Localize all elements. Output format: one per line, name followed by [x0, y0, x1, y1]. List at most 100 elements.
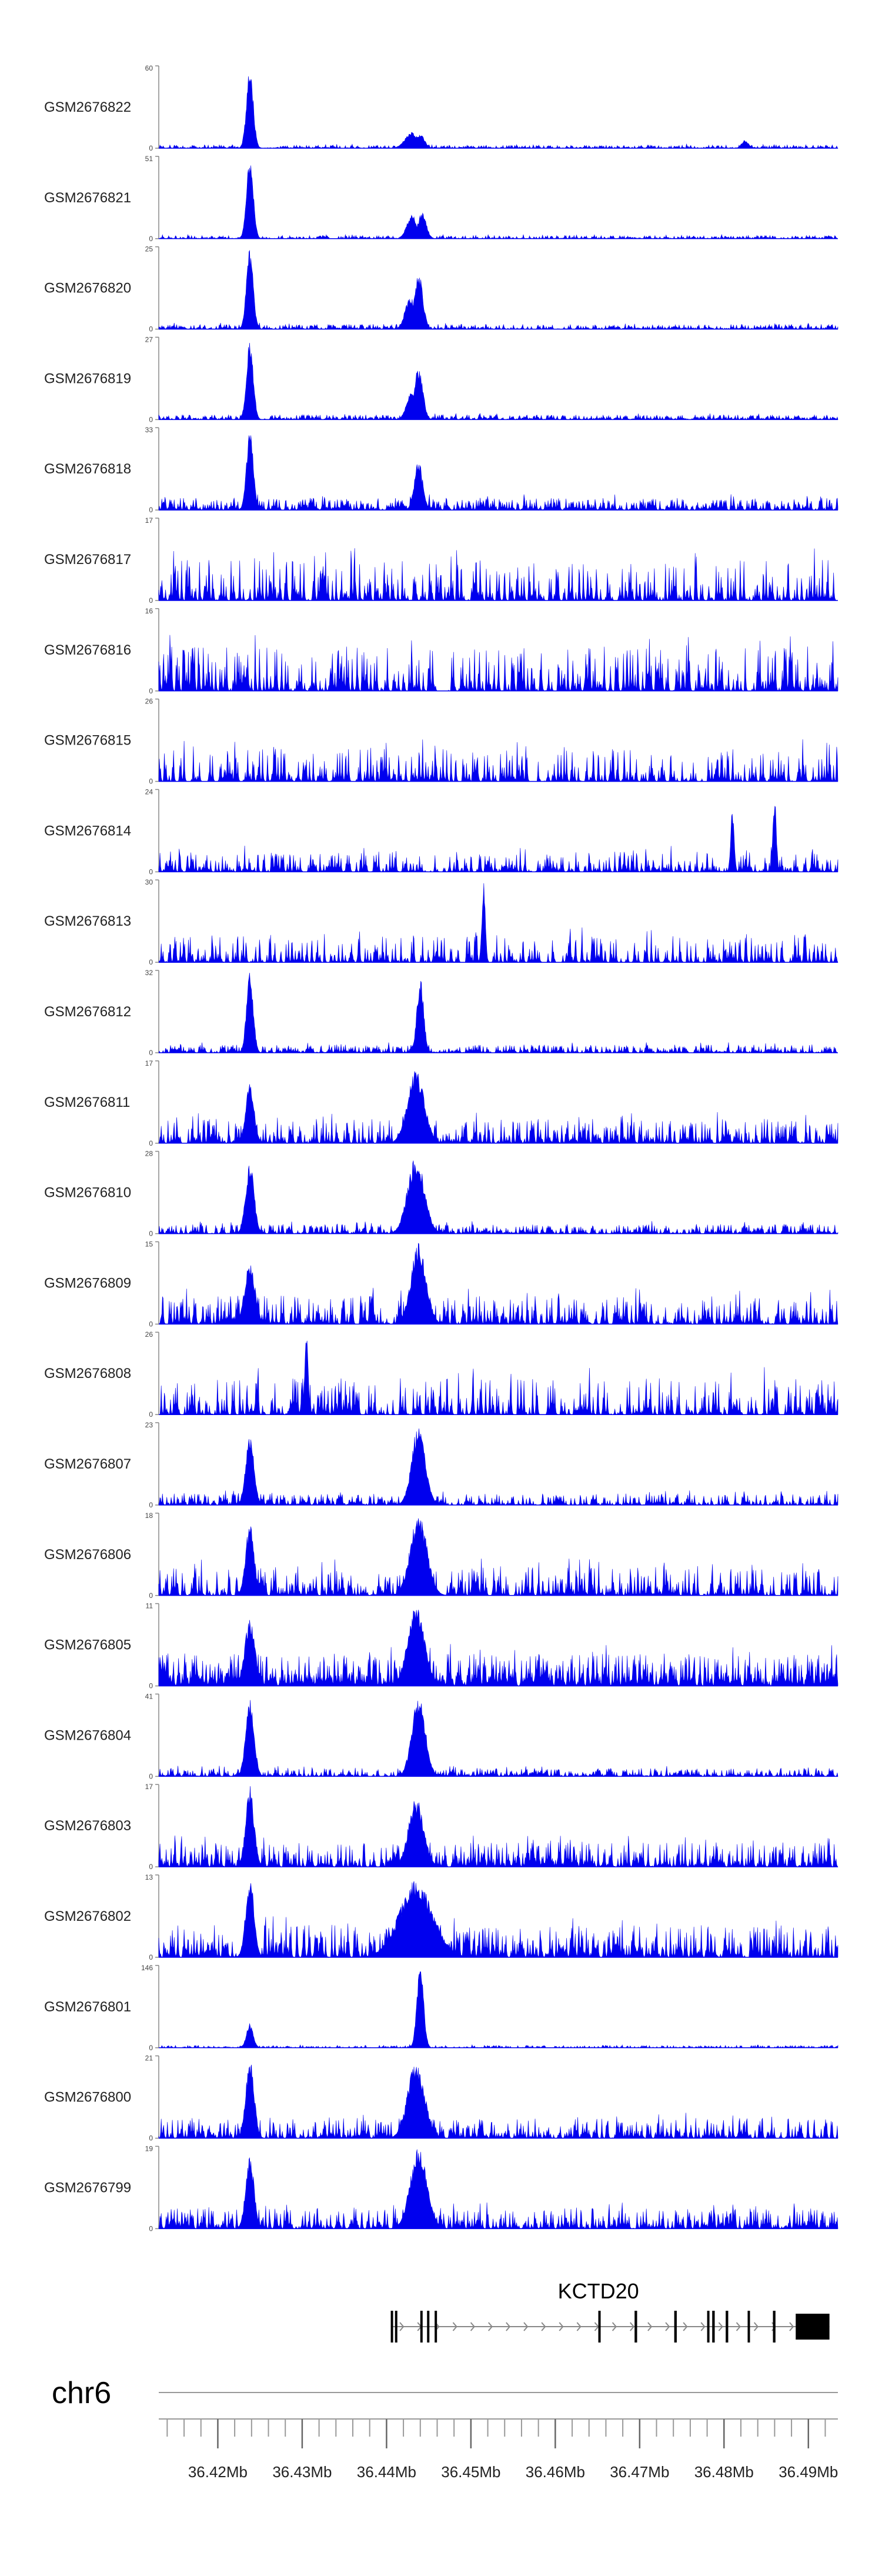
y-min-label: 0	[149, 1049, 153, 1057]
track-label: GSM2676803	[44, 1818, 131, 1834]
y-min-label: 0	[149, 1410, 153, 1419]
track-label: GSM2676799	[44, 2180, 131, 2195]
track-label: GSM2676806	[44, 1547, 131, 1563]
tick-label: 36.44Mb	[357, 2463, 416, 2481]
track-label: GSM2676808	[44, 1366, 131, 1382]
y-max-label: 60	[145, 64, 153, 72]
coverage-area	[158, 2064, 838, 2138]
y-min-label: 0	[149, 325, 153, 333]
track: GSM2676820 25 0	[44, 245, 838, 333]
y-max-label: 16	[145, 607, 153, 615]
track: GSM2676822 60 0	[44, 64, 838, 152]
track-label: GSM2676810	[44, 1185, 131, 1201]
gene-model	[390, 2311, 830, 2343]
strand-arrow	[683, 2322, 688, 2331]
track-label: GSM2676811	[44, 1095, 130, 1110]
gene-exon	[390, 2311, 393, 2343]
strand-arrow	[399, 2322, 405, 2331]
track: GSM2676821 51 0	[44, 155, 838, 243]
gene-exon	[435, 2311, 437, 2343]
strand-arrow	[789, 2322, 794, 2331]
tick-label: 36.48Mb	[694, 2463, 754, 2481]
track: GSM2676807 23 0	[44, 1421, 838, 1509]
coverage-area	[158, 2149, 838, 2229]
y-max-label: 51	[145, 155, 153, 163]
tick-label: 36.46Mb	[526, 2463, 585, 2481]
gene-exon	[427, 2311, 430, 2343]
track-label: GSM2676822	[44, 99, 131, 115]
track: GSM2676811 17 0	[44, 1059, 838, 1147]
track-label: GSM2676805	[44, 1637, 131, 1653]
y-min-label: 0	[149, 1320, 153, 1328]
strand-arrow	[700, 2322, 706, 2331]
axis-ticks: 36.42Mb 36.43Mb 36.44Mb 36.45Mb 36.46Mb 36.47…	[166, 2419, 838, 2481]
track: GSM2676818 33 0	[44, 426, 838, 514]
y-min-label: 0	[149, 958, 153, 966]
coverage-area	[158, 1971, 838, 2048]
strand-arrow	[753, 2322, 759, 2331]
track-label: GSM2676802	[44, 1908, 131, 1924]
strand-arrow	[630, 2322, 635, 2331]
y-min-label: 0	[149, 1953, 153, 1961]
track: GSM2676802 13 0	[44, 1873, 838, 1961]
coverage-tracks: GSM2676822600GSM2676821510GSM2676820250G…	[44, 64, 838, 2233]
y-max-label: 15	[145, 1240, 153, 1248]
y-min-label: 0	[149, 2224, 153, 2233]
track: GSM2676805 11 0	[44, 1602, 838, 1690]
coverage-area	[158, 1881, 838, 1958]
gene-exon	[395, 2311, 397, 2343]
y-max-label: 25	[145, 245, 153, 253]
y-min-label: 0	[149, 867, 153, 876]
track-label: GSM2676820	[44, 281, 131, 296]
y-min-label: 0	[149, 2134, 153, 2143]
y-min-label: 0	[149, 415, 153, 423]
gene-exon	[747, 2311, 750, 2343]
tick-label: 36.47Mb	[610, 2463, 669, 2481]
track-label: GSM2676812	[44, 1004, 131, 1020]
coverage-area	[158, 1610, 838, 1686]
y-min-label: 0	[149, 1501, 153, 1509]
y-max-label: 17	[145, 1059, 153, 1067]
y-max-label: 26	[145, 1330, 153, 1339]
track: GSM2676806 18 0	[44, 1511, 838, 1600]
coverage-area	[158, 1160, 838, 1234]
track-label: GSM2676814	[44, 823, 131, 839]
y-min-label: 0	[149, 687, 153, 695]
coverage-area	[158, 1518, 838, 1596]
gene-exon	[707, 2311, 710, 2343]
coverage-area	[158, 1071, 838, 1144]
y-max-label: 11	[146, 1602, 153, 1610]
track: GSM2676810 28 0	[44, 1150, 838, 1238]
y-max-label: 30	[145, 878, 153, 886]
gene-exon	[674, 2311, 677, 2343]
strand-arrow	[506, 2322, 511, 2331]
y-max-label: 19	[145, 2144, 153, 2153]
coverage-area	[158, 1428, 838, 1506]
track: GSM2676815 26 0	[44, 698, 838, 786]
y-max-label: 146	[141, 1964, 153, 1972]
coverage-area	[158, 1700, 838, 1777]
track-label: GSM2676817	[44, 552, 131, 568]
y-max-label: 32	[145, 969, 153, 977]
strand-arrow	[576, 2322, 582, 2331]
track-label: GSM2676804	[44, 1727, 131, 1743]
gene-exon	[726, 2311, 729, 2343]
strand-arrow	[736, 2322, 741, 2331]
strand-arrow	[487, 2322, 493, 2331]
y-min-label: 0	[149, 778, 153, 786]
y-max-label: 13	[145, 1873, 153, 1881]
y-max-label: 27	[145, 335, 153, 343]
y-min-label: 0	[149, 144, 153, 152]
track: GSM2676812 32 0	[44, 969, 838, 1057]
coverage-area	[158, 806, 838, 872]
track: GSM2676819 27 0	[44, 335, 838, 423]
track-label: GSM2676800	[44, 2090, 131, 2105]
strand-arrow	[523, 2322, 529, 2331]
strand-arrow	[718, 2322, 723, 2331]
strand-arrow	[612, 2322, 617, 2331]
track-label: GSM2676818	[44, 461, 131, 477]
gene-exon	[773, 2311, 776, 2343]
track: GSM2676799 19 0	[44, 2144, 838, 2233]
tick-label: 36.45Mb	[441, 2463, 500, 2481]
